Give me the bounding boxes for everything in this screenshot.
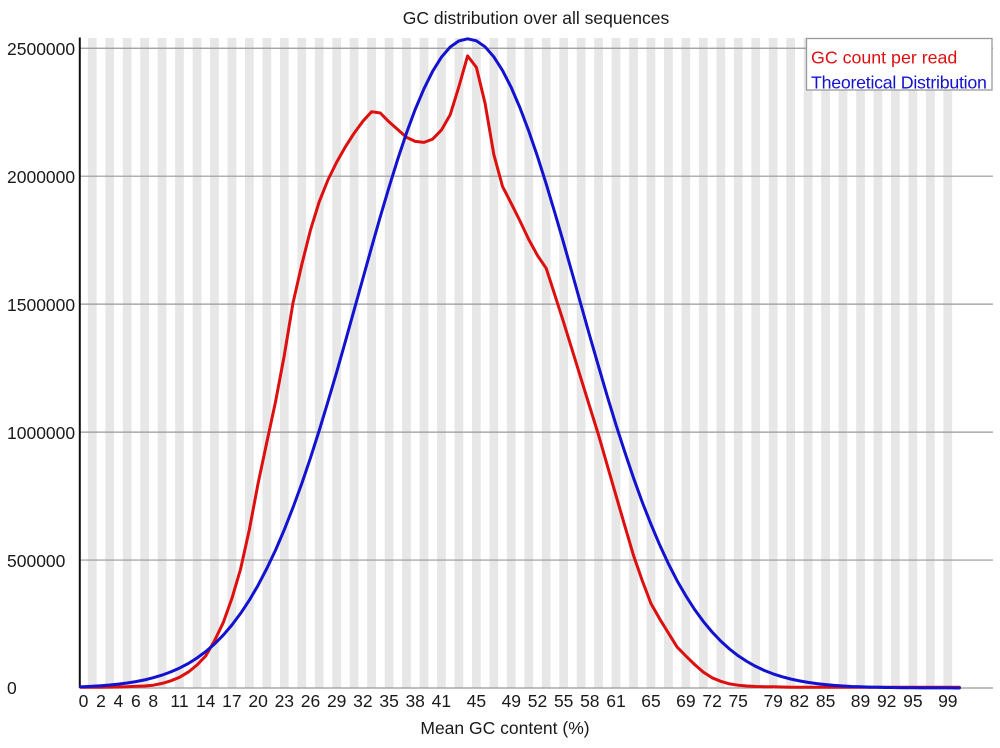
svg-text:2: 2 xyxy=(96,691,106,711)
svg-text:99: 99 xyxy=(938,691,957,711)
svg-text:1000000: 1000000 xyxy=(7,423,75,443)
svg-text:1500000: 1500000 xyxy=(7,295,75,315)
svg-text:52: 52 xyxy=(528,691,547,711)
svg-text:55: 55 xyxy=(554,691,573,711)
svg-text:500000: 500000 xyxy=(7,551,66,571)
svg-text:72: 72 xyxy=(702,691,721,711)
svg-text:GC distribution over all seque: GC distribution over all sequences xyxy=(403,8,670,28)
svg-text:2500000: 2500000 xyxy=(7,39,75,59)
svg-text:0: 0 xyxy=(7,678,17,698)
svg-text:35: 35 xyxy=(379,691,398,711)
svg-text:49: 49 xyxy=(502,691,521,711)
svg-text:82: 82 xyxy=(790,691,809,711)
svg-text:29: 29 xyxy=(327,691,346,711)
svg-text:6: 6 xyxy=(131,691,141,711)
svg-text:65: 65 xyxy=(641,691,660,711)
svg-text:89: 89 xyxy=(851,691,870,711)
svg-text:11: 11 xyxy=(170,691,188,711)
svg-text:75: 75 xyxy=(728,691,747,711)
svg-text:14: 14 xyxy=(196,691,216,711)
svg-text:26: 26 xyxy=(301,691,320,711)
svg-text:85: 85 xyxy=(816,691,835,711)
svg-text:95: 95 xyxy=(903,691,922,711)
svg-text:61: 61 xyxy=(606,691,625,711)
svg-text:GC count per read: GC count per read xyxy=(811,48,957,68)
svg-text:79: 79 xyxy=(763,691,782,711)
svg-text:4: 4 xyxy=(114,691,124,711)
svg-text:32: 32 xyxy=(353,691,372,711)
svg-text:0: 0 xyxy=(79,691,89,711)
svg-text:2000000: 2000000 xyxy=(7,167,75,187)
svg-text:58: 58 xyxy=(580,691,599,711)
svg-text:8: 8 xyxy=(148,691,158,711)
svg-text:69: 69 xyxy=(676,691,695,711)
svg-text:Theoretical Distribution: Theoretical Distribution xyxy=(811,73,987,93)
svg-text:41: 41 xyxy=(432,691,451,711)
svg-text:17: 17 xyxy=(222,691,241,711)
svg-text:23: 23 xyxy=(275,691,294,711)
svg-text:92: 92 xyxy=(877,691,896,711)
svg-text:38: 38 xyxy=(405,691,424,711)
svg-text:Mean GC content (%): Mean GC content (%) xyxy=(420,718,589,738)
svg-text:45: 45 xyxy=(467,691,486,711)
svg-text:20: 20 xyxy=(248,691,268,711)
